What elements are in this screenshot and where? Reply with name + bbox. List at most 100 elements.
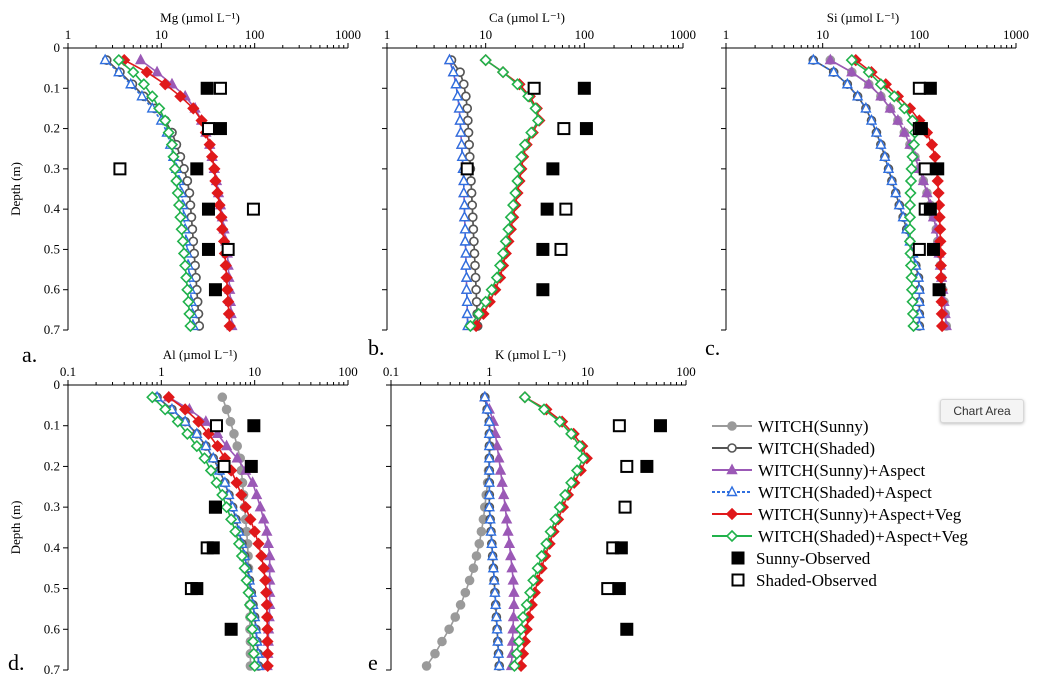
legend-item: WITCH(Sunny)+Aspect — [712, 461, 926, 480]
data-point — [490, 271, 504, 284]
data-point — [544, 525, 557, 538]
data-point — [882, 162, 895, 174]
data-point — [248, 525, 261, 538]
data-point — [203, 138, 216, 151]
data-point — [531, 562, 544, 575]
data-point — [259, 574, 272, 587]
data-point — [493, 259, 507, 272]
observed-sunny-point — [201, 242, 215, 256]
data-point — [476, 526, 487, 537]
data-point — [935, 295, 948, 308]
data-point — [500, 512, 513, 524]
observed-shaded-point — [557, 122, 571, 136]
data-point — [906, 295, 919, 308]
data-point — [168, 162, 182, 175]
data-point — [565, 476, 578, 489]
data-point — [261, 647, 274, 660]
data-point — [127, 66, 140, 79]
observed-sunny-point — [926, 242, 940, 256]
series-shaded-aspect-veg — [464, 53, 545, 333]
observed-sunny-point — [620, 622, 634, 636]
observed-shaded-point — [559, 202, 573, 216]
data-point — [171, 186, 184, 200]
data-point — [421, 661, 432, 671]
observed-shaded-point — [918, 162, 932, 176]
data-point — [514, 623, 528, 636]
data-point — [211, 427, 224, 439]
data-point — [454, 114, 466, 125]
data-point — [488, 573, 500, 585]
legend-item: WITCH(Shaded)+Aspect+Veg — [712, 527, 968, 546]
data-point — [461, 91, 471, 102]
data-point — [453, 101, 465, 113]
data-point — [935, 307, 948, 321]
x-tick-label: 100 — [338, 364, 358, 379]
data-point — [464, 575, 475, 586]
data-point — [252, 537, 265, 550]
data-point — [444, 624, 454, 635]
data-point — [463, 127, 474, 138]
data-point — [479, 295, 492, 308]
data-point — [498, 488, 510, 500]
data-point — [491, 622, 503, 634]
data-point — [190, 439, 203, 453]
data-point — [508, 586, 520, 597]
series-line — [812, 59, 921, 326]
data-point — [219, 259, 232, 272]
series-shaded-aspect-veg — [146, 391, 261, 673]
data-point — [459, 222, 471, 234]
data-point — [260, 610, 274, 624]
y-tick-label: 0 — [54, 40, 61, 55]
data-point — [180, 271, 193, 284]
data-point — [906, 150, 919, 163]
observed-shaded-point — [217, 459, 231, 473]
data-point — [458, 198, 471, 210]
x-tick-label: 10 — [479, 27, 492, 42]
data-point — [229, 525, 242, 538]
data-point — [146, 391, 159, 404]
data-point — [464, 319, 477, 333]
observed-shaded-point — [912, 81, 926, 95]
data-point — [211, 186, 224, 200]
observed-shaded-point — [912, 242, 926, 256]
legend-marker — [727, 421, 737, 431]
legend-item: WITCH(Shaded) — [712, 439, 875, 458]
y-tick-label: 0.7 — [44, 662, 61, 677]
observed-shaded-point — [527, 81, 541, 95]
data-point — [450, 612, 461, 622]
observed-shaded-point — [460, 162, 474, 176]
series-sunny-aspect-veg — [849, 53, 949, 333]
data-point — [493, 451, 505, 463]
data-point — [222, 307, 236, 321]
data-point — [472, 307, 485, 321]
data-point — [450, 77, 462, 89]
data-point — [893, 198, 905, 210]
data-point — [518, 138, 532, 151]
data-point — [205, 150, 219, 163]
data-point — [553, 501, 566, 514]
series-shaded-aspect — [807, 53, 925, 331]
data-point — [248, 659, 261, 673]
data-point — [216, 488, 229, 502]
series-observed — [113, 81, 260, 297]
panel-title: Mg (µmol L⁻¹) — [160, 10, 240, 25]
data-point — [507, 198, 520, 212]
data-point — [232, 537, 246, 550]
data-point — [261, 659, 274, 673]
data-point — [204, 464, 218, 477]
observed-shaded-point — [612, 419, 626, 433]
data-point — [464, 151, 475, 162]
panel-letter: e — [368, 650, 378, 675]
data-point — [220, 439, 233, 451]
data-point — [879, 150, 891, 161]
data-point — [925, 138, 939, 151]
data-point — [573, 439, 586, 453]
data-point — [875, 89, 887, 101]
data-point — [496, 247, 510, 260]
panel-letter: d. — [8, 650, 25, 675]
data-point — [903, 235, 917, 248]
data-point — [137, 78, 151, 91]
data-point — [904, 186, 917, 200]
data-point — [146, 90, 159, 103]
